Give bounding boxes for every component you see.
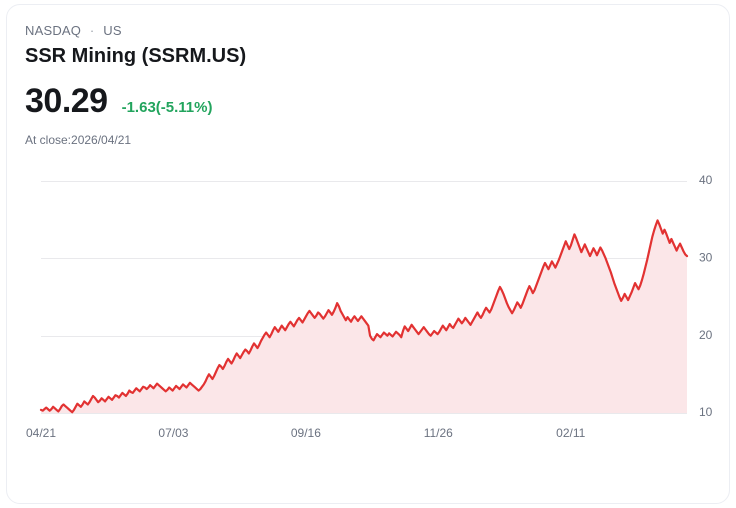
chart-y-axis-labels: 40 30 20 10 [699, 173, 713, 419]
chart-line [39, 219, 689, 414]
stock-quote-card: NASDAQ · US SSR Mining (SSRM.US) 30.29 -… [6, 4, 730, 504]
exchange-row: NASDAQ · US [25, 23, 711, 39]
y-axis-tick-label: 30 [699, 251, 713, 265]
price-change: -1.63(-5.11%) [121, 99, 213, 116]
x-axis-tick-label: 04/21 [26, 426, 56, 440]
exchange-name: NASDAQ [25, 23, 82, 38]
x-axis-tick-label: 11/26 [424, 426, 453, 440]
price-row: 30.29 -1.63(-5.11%) [25, 82, 711, 120]
market-status-note: At close:2026/04/21 [25, 133, 132, 147]
chart-area-fill [41, 220, 687, 413]
price-chart-svg[interactable]: 40 30 20 10 04/21 07/03 09/16 11/26 02/11 [7, 165, 730, 475]
current-price: 30.29 [25, 82, 108, 120]
chart-x-axis-labels: 04/21 07/03 09/16 11/26 02/11 [26, 426, 586, 440]
page-title: SSR Mining (SSRM.US) [25, 45, 247, 67]
x-axis-tick-label: 02/11 [556, 426, 585, 440]
price-chart[interactable]: 40 30 20 10 04/21 07/03 09/16 11/26 02/11 [7, 165, 730, 475]
y-axis-tick-label: 40 [699, 173, 713, 187]
y-axis-tick-label: 10 [699, 405, 713, 419]
x-axis-tick-label: 09/16 [291, 426, 321, 440]
quote-header: NASDAQ · US SSR Mining (SSRM.US) 30.29 -… [25, 23, 711, 148]
x-axis-tick-label: 07/03 [158, 426, 188, 440]
exchange-separator: · [89, 23, 95, 38]
exchange-region: US [103, 23, 122, 38]
y-axis-tick-label: 20 [699, 328, 713, 342]
